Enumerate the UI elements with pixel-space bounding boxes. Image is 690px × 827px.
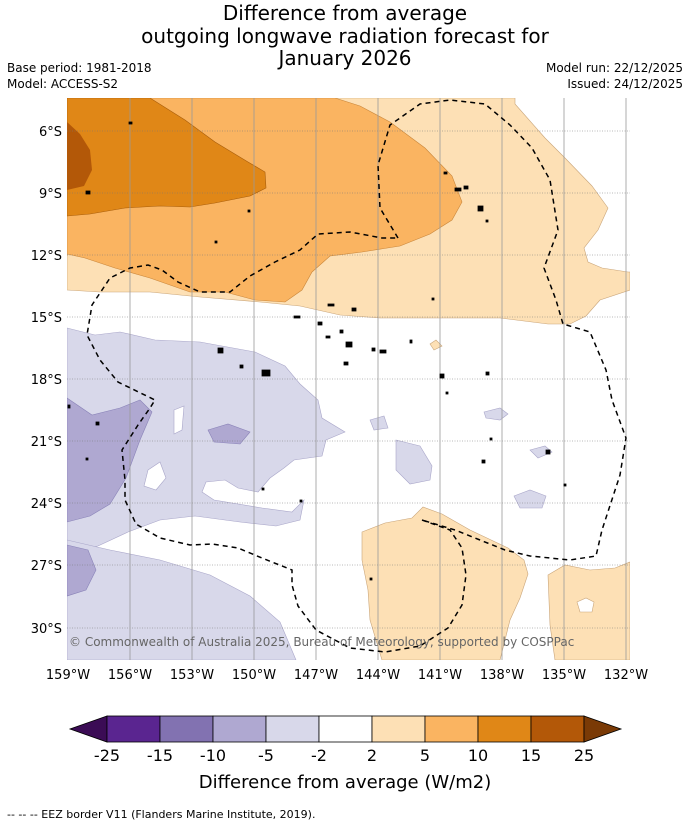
model-name: Model: ACCESS-S2 — [7, 77, 119, 91]
lat-label-24s: 24°S — [31, 497, 62, 512]
negative-anomaly-5-10-b — [207, 423, 251, 445]
lat-label-6s: 6°S — [39, 125, 62, 140]
title-line-3: January 2026 — [278, 46, 412, 70]
cb-label-10: 10 — [468, 746, 488, 765]
cb-label-5: 5 — [420, 746, 430, 765]
lon-label-141w: 141°W — [418, 668, 462, 683]
lat-label-27s: 27°S — [31, 559, 62, 574]
negative-anomaly-patch-2 — [395, 439, 433, 485]
issued-date: Issued: 24/12/2025 — [567, 77, 683, 91]
cb-label-2: 2 — [367, 746, 377, 765]
colorbar-labels: -25 -15 -10 -5 -2 2 5 10 15 25 — [94, 746, 594, 765]
lon-label-147w: 147°W — [294, 668, 338, 683]
negative-anomaly-south — [67, 539, 297, 660]
neutral-hole — [576, 597, 595, 613]
negative-anomaly-patch-4 — [513, 489, 547, 509]
colorbar-bin-3 — [212, 715, 267, 743]
base-period: Base period: 1981-2018 — [7, 61, 152, 75]
title-line-1: Difference from average — [222, 1, 468, 25]
positive-anomaly-10-15 — [67, 98, 267, 217]
lat-tick-labels: 6°S 9°S 12°S 15°S 18°S 21°S 24°S 27°S 30… — [31, 125, 62, 637]
copyright-text: © Commonwealth of Australia 2025, Bureau… — [69, 635, 574, 649]
meridians — [129, 98, 627, 660]
colorbar-bin-5 — [318, 715, 373, 743]
colorbar-bin-1 — [106, 715, 161, 743]
positive-anomaly-southeast — [361, 506, 529, 660]
lon-label-159w: 159°W — [46, 668, 90, 683]
title-line-2: outgoing longwave radiation forecast for — [141, 23, 549, 48]
colorbar-bin-2 — [159, 715, 214, 743]
colorbar-bin-6 — [371, 715, 426, 743]
cb-label-m2: -2 — [311, 746, 327, 765]
positive-anomaly-small — [429, 339, 443, 351]
chart-title: Difference from average outgoing longwav… — [0, 2, 690, 70]
eez-footnote: -- -- -- EEZ border V11 (Flanders Marine… — [7, 808, 316, 821]
negative-anomaly-5-10-c — [67, 544, 97, 597]
meta-right: Model run: 22/12/2025 Issued: 24/12/2025 — [546, 60, 683, 92]
cb-label-m10: -10 — [200, 746, 226, 765]
colorbar-bin-9 — [530, 715, 585, 743]
lat-label-30s: 30°S — [31, 622, 62, 637]
cb-label-m25: -25 — [94, 746, 120, 765]
colorbar-bin-7 — [424, 715, 479, 743]
lon-label-150w: 150°W — [232, 668, 276, 683]
colorbar-bin-8 — [477, 715, 532, 743]
lon-label-153w: 153°W — [170, 668, 214, 683]
cb-label-15: 15 — [521, 746, 541, 765]
negative-anomaly-patch-1 — [369, 415, 389, 431]
negative-anomaly-5-10 — [67, 397, 153, 523]
lon-label-156w: 156°W — [108, 668, 152, 683]
lat-label-9s: 9°S — [39, 187, 62, 202]
lat-label-18s: 18°S — [31, 373, 62, 388]
cb-label-m5: -5 — [258, 746, 274, 765]
colorbar-bin-4 — [265, 715, 320, 743]
neutral-hole-west-2 — [143, 461, 167, 491]
meta-left: Base period: 1981-2018 Model: ACCESS-S2 — [7, 60, 152, 92]
neutral-hole-west-1 — [173, 405, 185, 435]
colorbar-over-triangle — [583, 715, 623, 743]
lon-tick-labels: 159°W 156°W 153°W 150°W 147°W 144°W 141°… — [46, 668, 648, 683]
negative-anomaly-2-5 — [67, 327, 346, 553]
lat-label-12s: 12°S — [31, 249, 62, 264]
colorbar-title: Difference from average (W/m2) — [199, 772, 491, 793]
lat-label-15s: 15°S — [31, 311, 62, 326]
cb-label-25: 25 — [574, 746, 594, 765]
lon-label-138w: 138°W — [480, 668, 524, 683]
colorbar-under-triangle — [68, 715, 108, 743]
cb-label-m15: -15 — [147, 746, 173, 765]
eez-border — [86, 99, 627, 653]
positive-anomaly-15-25 — [67, 122, 92, 190]
lon-label-132w: 132°W — [604, 668, 648, 683]
lon-label-135w: 135°W — [542, 668, 586, 683]
negative-anomaly-patch-5 — [529, 445, 553, 459]
islands — [67, 121, 567, 581]
lat-label-21s: 21°S — [31, 435, 62, 450]
model-run: Model run: 22/12/2025 — [545, 61, 683, 75]
colorbar — [68, 715, 623, 743]
anomaly-field — [67, 98, 630, 660]
lon-label-144w: 144°W — [356, 668, 400, 683]
